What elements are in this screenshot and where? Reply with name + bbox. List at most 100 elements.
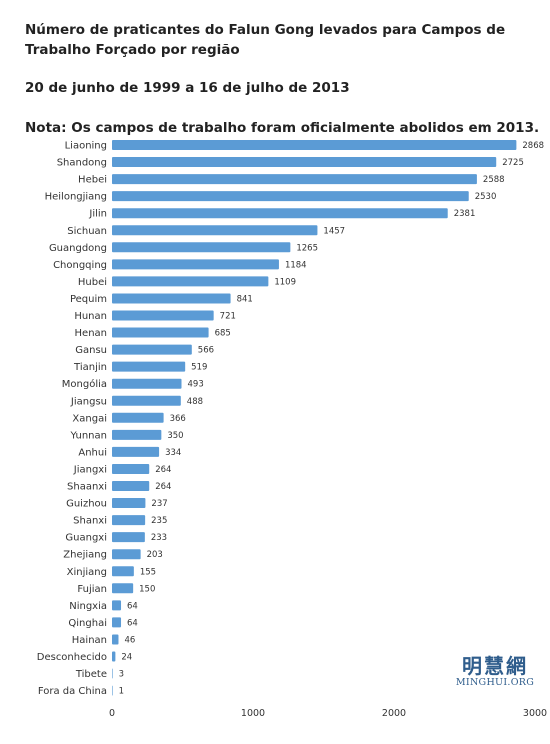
bar-guangxi	[112, 532, 145, 543]
chart-note: Nota: Os campos de trabalho foram oficia…	[25, 120, 540, 136]
value-label-hubei: 1109	[274, 277, 296, 287]
bar-qinghai	[112, 617, 122, 628]
category-label-ningxia: Ningxia	[69, 601, 107, 612]
category-label-jiangsu: Jiangsu	[70, 396, 107, 407]
category-label-guangdong: Guangdong	[49, 243, 107, 254]
value-label-jiangsu: 488	[187, 397, 203, 407]
category-label-sichuan: Sichuan	[67, 226, 107, 237]
value-label-gansu: 566	[198, 346, 214, 356]
bar-hebei	[112, 174, 477, 185]
value-label-fora-da-china: 1	[119, 687, 124, 697]
bar-pequim	[112, 293, 231, 304]
logo-chinese-text: 明慧網	[462, 654, 528, 678]
value-label-xinjiang: 155	[140, 567, 156, 577]
value-label-desconhecido: 24	[121, 653, 132, 663]
value-label-shanxi: 235	[151, 516, 167, 526]
value-label-tibete: 3	[119, 670, 124, 680]
bar-liaoning	[112, 140, 517, 150]
category-label-shaanxi: Shaanxi	[67, 482, 107, 493]
value-label-yunnan: 350	[167, 431, 183, 441]
value-label-qinghai: 64	[127, 618, 138, 628]
x-tick-label-1000: 1000	[241, 708, 265, 719]
category-label-shanxi: Shanxi	[73, 516, 107, 527]
value-label-chongqing: 1184	[285, 260, 307, 270]
category-label-xangai: Xangai	[72, 413, 107, 424]
bar-jilin	[112, 208, 448, 219]
bar-desconhecido	[112, 651, 116, 662]
category-label-yunnan: Yunnan	[70, 430, 107, 441]
bar-mong-lia	[112, 378, 182, 389]
category-label-hebei: Hebei	[78, 175, 107, 186]
category-label-guizhou: Guizhou	[66, 499, 107, 510]
bar-fora-da-china	[112, 685, 113, 696]
bar-shandong	[112, 157, 497, 168]
bar-chongqing	[112, 259, 279, 270]
category-label-liaoning: Liaoning	[65, 141, 107, 152]
chart-title: Número de praticantes do Falun Gong leva…	[25, 22, 506, 58]
category-label-pequim: Pequim	[70, 294, 107, 305]
value-label-hainan: 46	[124, 635, 135, 645]
value-label-guangxi: 233	[151, 533, 167, 543]
bar-heilongjiang	[112, 191, 469, 202]
category-label-qinghai: Qinghai	[68, 618, 107, 629]
minghui-logo: 明慧網 MINGHUI.ORG	[450, 655, 540, 689]
value-label-anhui: 334	[165, 448, 181, 458]
category-label-xinjiang: Xinjiang	[67, 567, 107, 578]
bar-hainan	[112, 634, 119, 645]
bar-hubei	[112, 276, 269, 287]
value-label-guangdong: 1265	[296, 243, 318, 253]
category-label-shandong: Shandong	[57, 158, 107, 169]
value-label-fujian: 150	[139, 584, 155, 594]
bar-ningxia	[112, 600, 122, 611]
category-label-chongqing: Chongqing	[53, 260, 107, 271]
bar-gansu	[112, 344, 192, 355]
value-label-mong-lia: 493	[188, 380, 204, 390]
value-label-xangai: 366	[170, 414, 186, 424]
category-label-jilin: Jilin	[88, 209, 107, 220]
category-label-hainan: Hainan	[72, 635, 107, 646]
bar-jiangxi	[112, 463, 150, 474]
value-label-guizhou: 237	[151, 499, 167, 509]
value-label-ningxia: 64	[127, 601, 138, 611]
bar-fujian	[112, 583, 134, 594]
category-label-henan: Henan	[75, 328, 107, 339]
category-label-guangxi: Guangxi	[65, 533, 107, 544]
bar-sichuan	[112, 225, 318, 236]
value-label-sichuan: 1457	[323, 226, 345, 236]
value-label-zhejiang: 203	[147, 550, 163, 560]
x-tick-label-2000: 2000	[382, 708, 406, 719]
bar-anhui	[112, 446, 160, 457]
category-label-anhui: Anhui	[78, 447, 107, 458]
value-label-heilongjiang: 2530	[475, 192, 497, 202]
bar-shanxi	[112, 515, 146, 526]
x-tick-label-3000: 3000	[523, 708, 547, 719]
value-label-hunan: 721	[220, 312, 236, 322]
category-label-jiangxi: Jiangxi	[73, 464, 107, 475]
category-label-desconhecido: Desconhecido	[37, 652, 107, 663]
value-label-henan: 685	[215, 329, 231, 339]
category-label-zhejiang: Zhejiang	[63, 550, 107, 561]
bar-guizhou	[112, 498, 146, 509]
category-label-tianjin: Tianjin	[73, 362, 107, 373]
value-label-shaanxi: 264	[155, 482, 171, 492]
category-label-hunan: Hunan	[74, 311, 107, 322]
bar-shaanxi	[112, 481, 150, 491]
bar-xangai	[112, 412, 164, 423]
value-label-shandong: 2725	[502, 158, 524, 168]
value-label-jilin: 2381	[454, 209, 476, 219]
bar-hunan	[112, 310, 214, 321]
category-label-hubei: Hubei	[78, 277, 107, 288]
category-label-fora-da-china: Fora da China	[38, 686, 107, 697]
bar-henan	[112, 327, 209, 338]
bar-yunnan	[112, 429, 162, 440]
bar-jiangsu	[112, 395, 181, 406]
value-label-liaoning: 2868	[522, 141, 544, 151]
category-label-gansu: Gansu	[75, 345, 107, 356]
bar-tianjin	[112, 361, 186, 372]
category-label-heilongjiang: Heilongjiang	[45, 192, 107, 203]
x-tick-label-0: 0	[109, 708, 115, 719]
bar-tibete	[112, 668, 113, 679]
value-label-tianjin: 519	[191, 363, 207, 373]
bar-zhejiang	[112, 549, 141, 560]
